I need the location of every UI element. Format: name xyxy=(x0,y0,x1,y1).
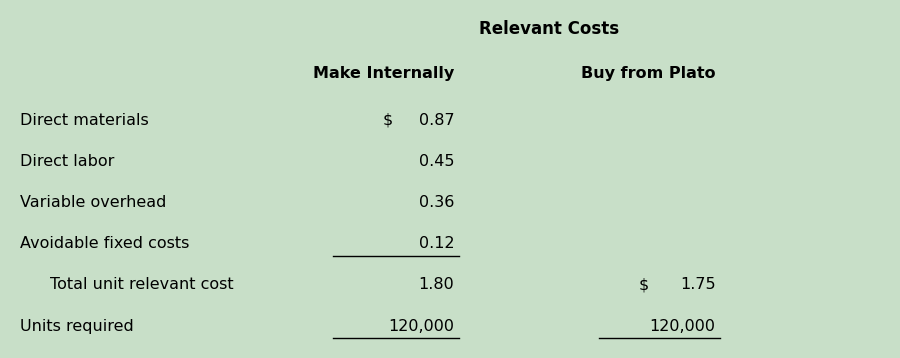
Text: Make Internally: Make Internally xyxy=(313,66,454,81)
Text: 1.80: 1.80 xyxy=(418,277,454,292)
Text: Buy from Plato: Buy from Plato xyxy=(580,66,716,81)
Text: Variable overhead: Variable overhead xyxy=(20,195,166,210)
Text: 0.36: 0.36 xyxy=(419,195,454,210)
Text: Units required: Units required xyxy=(20,319,133,334)
Text: Avoidable fixed costs: Avoidable fixed costs xyxy=(20,236,189,251)
Text: Direct materials: Direct materials xyxy=(20,113,148,128)
Text: $: $ xyxy=(382,113,392,128)
Text: Relevant Costs: Relevant Costs xyxy=(479,20,619,38)
Text: 0.45: 0.45 xyxy=(419,154,454,169)
Text: Direct labor: Direct labor xyxy=(20,154,114,169)
Text: 1.75: 1.75 xyxy=(680,277,716,292)
Text: 120,000: 120,000 xyxy=(389,319,454,334)
Text: 120,000: 120,000 xyxy=(650,319,716,334)
Text: $: $ xyxy=(639,277,649,292)
Text: 0.87: 0.87 xyxy=(418,113,454,128)
Text: 0.12: 0.12 xyxy=(418,236,454,251)
Text: Total unit relevant cost: Total unit relevant cost xyxy=(50,277,233,292)
